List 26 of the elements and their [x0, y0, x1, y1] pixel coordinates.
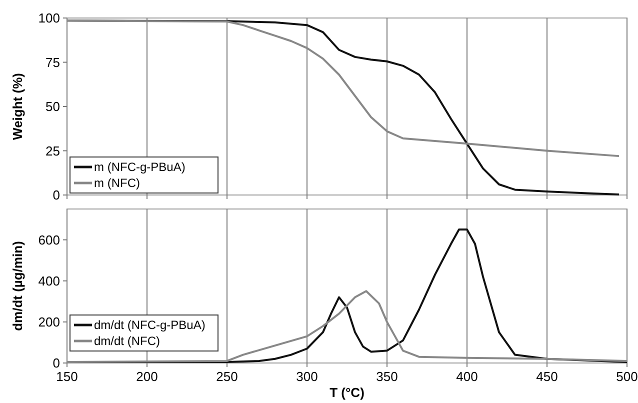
x-tick-label: 250 — [216, 369, 238, 384]
legend-label: m (NFC) — [94, 176, 140, 190]
x-tick-label: 150 — [56, 369, 78, 384]
x-tick-label: 400 — [456, 369, 478, 384]
x-axis-title: T (°C) — [330, 385, 364, 400]
line-series — [66, 290, 628, 363]
y-tick-label: 25 — [46, 143, 60, 158]
x-tick-label: 300 — [296, 369, 318, 384]
y-tick-label: 200 — [38, 314, 60, 330]
y-tick-label: 100 — [38, 10, 60, 26]
legend-label: dm/dt (NFC) — [94, 334, 160, 348]
y-tick-label: 0 — [52, 188, 60, 203]
y-tick-label: 75 — [46, 54, 60, 70]
line-series — [66, 20, 620, 158]
legend-label: dm/dt (NFC-g-PBuA) — [94, 318, 206, 332]
y-tick-label: 0 — [52, 356, 60, 371]
x-tick-label: 500 — [616, 369, 638, 384]
y-axis-title: dm/dt (µg/min) — [10, 241, 25, 331]
y-tick-label: 50 — [46, 99, 60, 114]
x-tick-label: 450 — [536, 369, 558, 384]
x-tick-label: 200 — [136, 369, 158, 384]
legend-label: m (NFC-g-PBuA) — [94, 160, 186, 174]
y-tick-label: 600 — [38, 232, 60, 248]
y-tick-label: 400 — [38, 273, 60, 288]
x-tick-label: 350 — [376, 369, 398, 384]
y-axis-title: Weight (%) — [10, 73, 25, 140]
